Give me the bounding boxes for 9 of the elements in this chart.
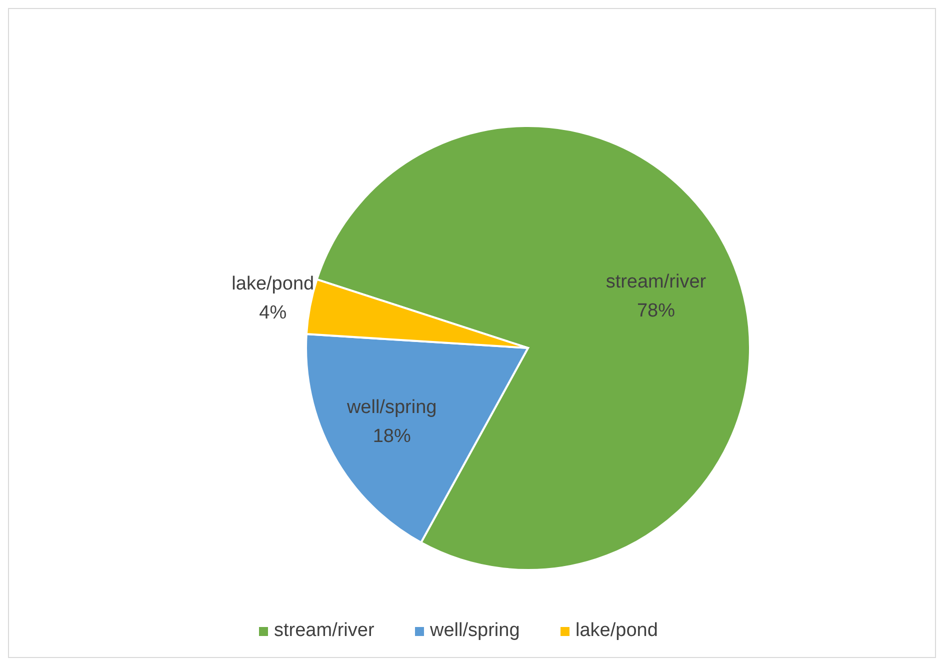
legend-label: lake/pond xyxy=(576,620,658,641)
slice-label: well/spring xyxy=(346,396,437,418)
legend-label: well/spring xyxy=(429,620,520,641)
data-label: 4% xyxy=(259,302,287,324)
legend-label: stream/river xyxy=(274,620,375,641)
slice-label: stream/river xyxy=(606,271,707,292)
data-label: 18% xyxy=(372,426,411,447)
data-label: 78% xyxy=(636,300,676,322)
slice-label: lake/pond xyxy=(232,273,314,294)
